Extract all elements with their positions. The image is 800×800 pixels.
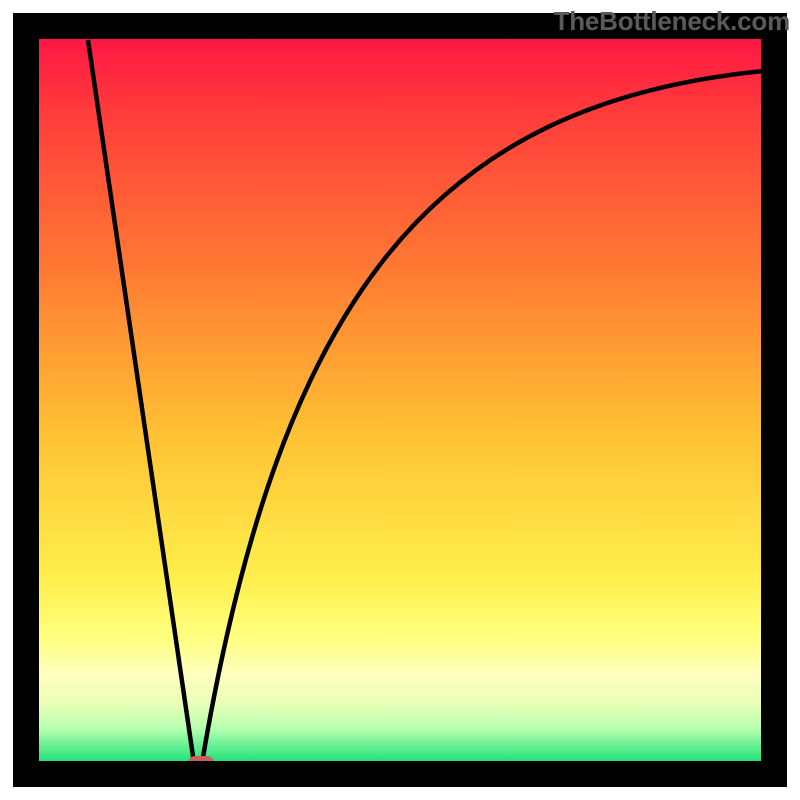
plot-background [39,39,761,761]
watermark-text: TheBottleneck.com [554,6,790,37]
bottleneck-chart-svg [0,0,800,800]
chart-container: TheBottleneck.com [0,0,800,800]
